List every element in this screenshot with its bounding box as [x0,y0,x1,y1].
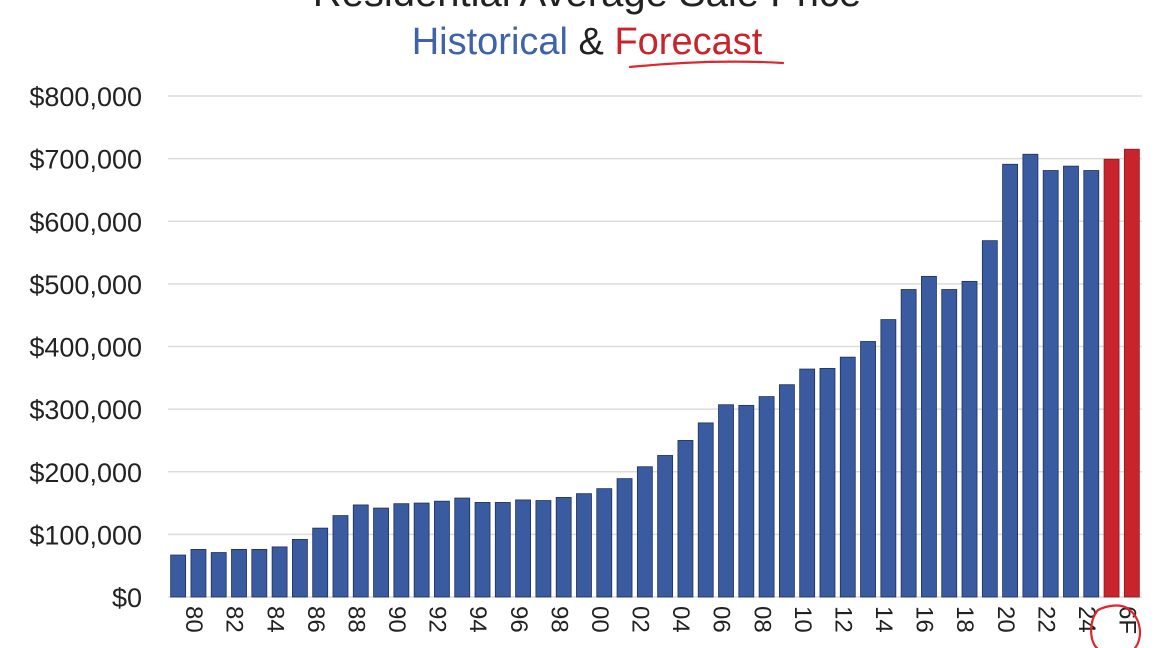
historical-bar [231,549,247,598]
forecast-bar [1103,158,1120,598]
x-tick-label: 98 [545,606,572,633]
x-tick-label: 18 [951,606,978,633]
historical-bar [170,554,187,598]
forecast-circle-annotation [1090,604,1142,648]
historical-bar [657,455,674,598]
x-tick-label: 80 [180,606,207,633]
historical-bar [880,319,897,598]
forecast-underline-annotation [628,60,785,69]
historical-bar [535,500,552,598]
historical-bar [921,275,937,598]
historical-bar [190,549,207,598]
historical-bar [697,422,714,598]
subtitle-historical: Historical [412,21,568,63]
x-axis: 80 82 84 86 88 90 92 94 96 98 00 02 04 06 08 10 12 14 16 18… [180,606,1140,634]
historical-bar [900,289,917,598]
x-tick-label: 22 [1032,606,1059,633]
historical-bar [941,289,958,598]
x-tick-label: 82 [221,606,248,633]
forecast-bar [1123,148,1140,598]
historical-bar [291,538,308,598]
bars [170,148,1140,598]
x-tick-label: 94 [464,606,491,633]
x-tick-label: 6F [1114,606,1141,634]
historical-bar [758,396,775,598]
historical-bar [738,404,755,598]
historical-bar [636,466,653,598]
historical-bar [576,493,592,598]
chart-title: Residential Average Sale Price [313,0,861,15]
historical-bar [819,368,836,598]
x-tick-label: 92 [424,606,451,633]
y-tick-label: $100,000 [29,520,142,550]
x-tick-label: 86 [302,606,329,633]
x-tick-label: 10 [789,606,816,633]
historical-bar [1002,163,1019,598]
y-tick-label: $600,000 [29,207,142,237]
subtitle-forecast: Forecast [614,21,762,63]
historical-bar [1042,170,1059,598]
x-tick-label: 00 [586,606,613,633]
historical-bar [474,502,491,598]
historical-bar [494,502,511,598]
y-axis: $0 $100,000 $200,000 $300,000 $400,000 $500,0… [29,82,142,613]
historical-bar [555,497,572,598]
x-tick-label: 20 [992,606,1019,633]
historical-bar [799,368,816,598]
x-tick-label: 24 [1073,606,1100,633]
x-tick-label: 16 [911,606,938,633]
x-tick-label: 88 [342,606,369,633]
x-tick-label: 02 [627,606,654,633]
historical-bar [332,515,349,598]
x-tick-label: 12 [829,606,856,633]
y-tick-label: $700,000 [29,145,142,175]
historical-bar [251,549,268,598]
y-tick-label: $800,000 [29,82,142,112]
historical-bar [616,478,633,598]
historical-bar [981,240,998,598]
historical-bar [596,488,613,598]
historical-bar [312,527,329,598]
gridlines [168,95,1142,598]
x-tick-label: 14 [870,606,897,633]
x-tick-label: 90 [383,606,410,633]
historical-bar [1083,170,1100,598]
historical-bar [839,356,856,598]
historical-bar [434,500,450,598]
historical-bar [210,552,227,598]
historical-bar [718,404,734,598]
historical-bar [352,504,369,598]
subtitle-ampersand: & [579,21,604,63]
x-tick-label: 96 [505,606,532,633]
historical-bar [271,546,288,598]
historical-bar [961,280,978,598]
historical-bar [413,502,430,598]
y-tick-label: $0 [112,583,142,613]
y-tick-label: $300,000 [29,395,142,425]
chart-subtitle: Historical & Forecast [412,21,763,63]
historical-bar [373,507,389,598]
historical-bar [778,384,795,598]
historical-bar [393,503,410,598]
historical-bar [454,497,471,598]
y-tick-label: $400,000 [29,333,142,363]
y-tick-label: $200,000 [29,458,142,488]
y-tick-label: $500,000 [29,270,142,300]
x-tick-label: 06 [708,606,735,633]
x-tick-label: 04 [667,606,694,633]
historical-bar [677,440,694,598]
historical-bar [1022,153,1039,598]
historical-bar [1063,165,1079,598]
x-tick-label: 84 [261,606,288,633]
historical-bar [860,341,876,598]
historical-bar [515,499,532,598]
x-tick-label: 08 [748,606,775,633]
